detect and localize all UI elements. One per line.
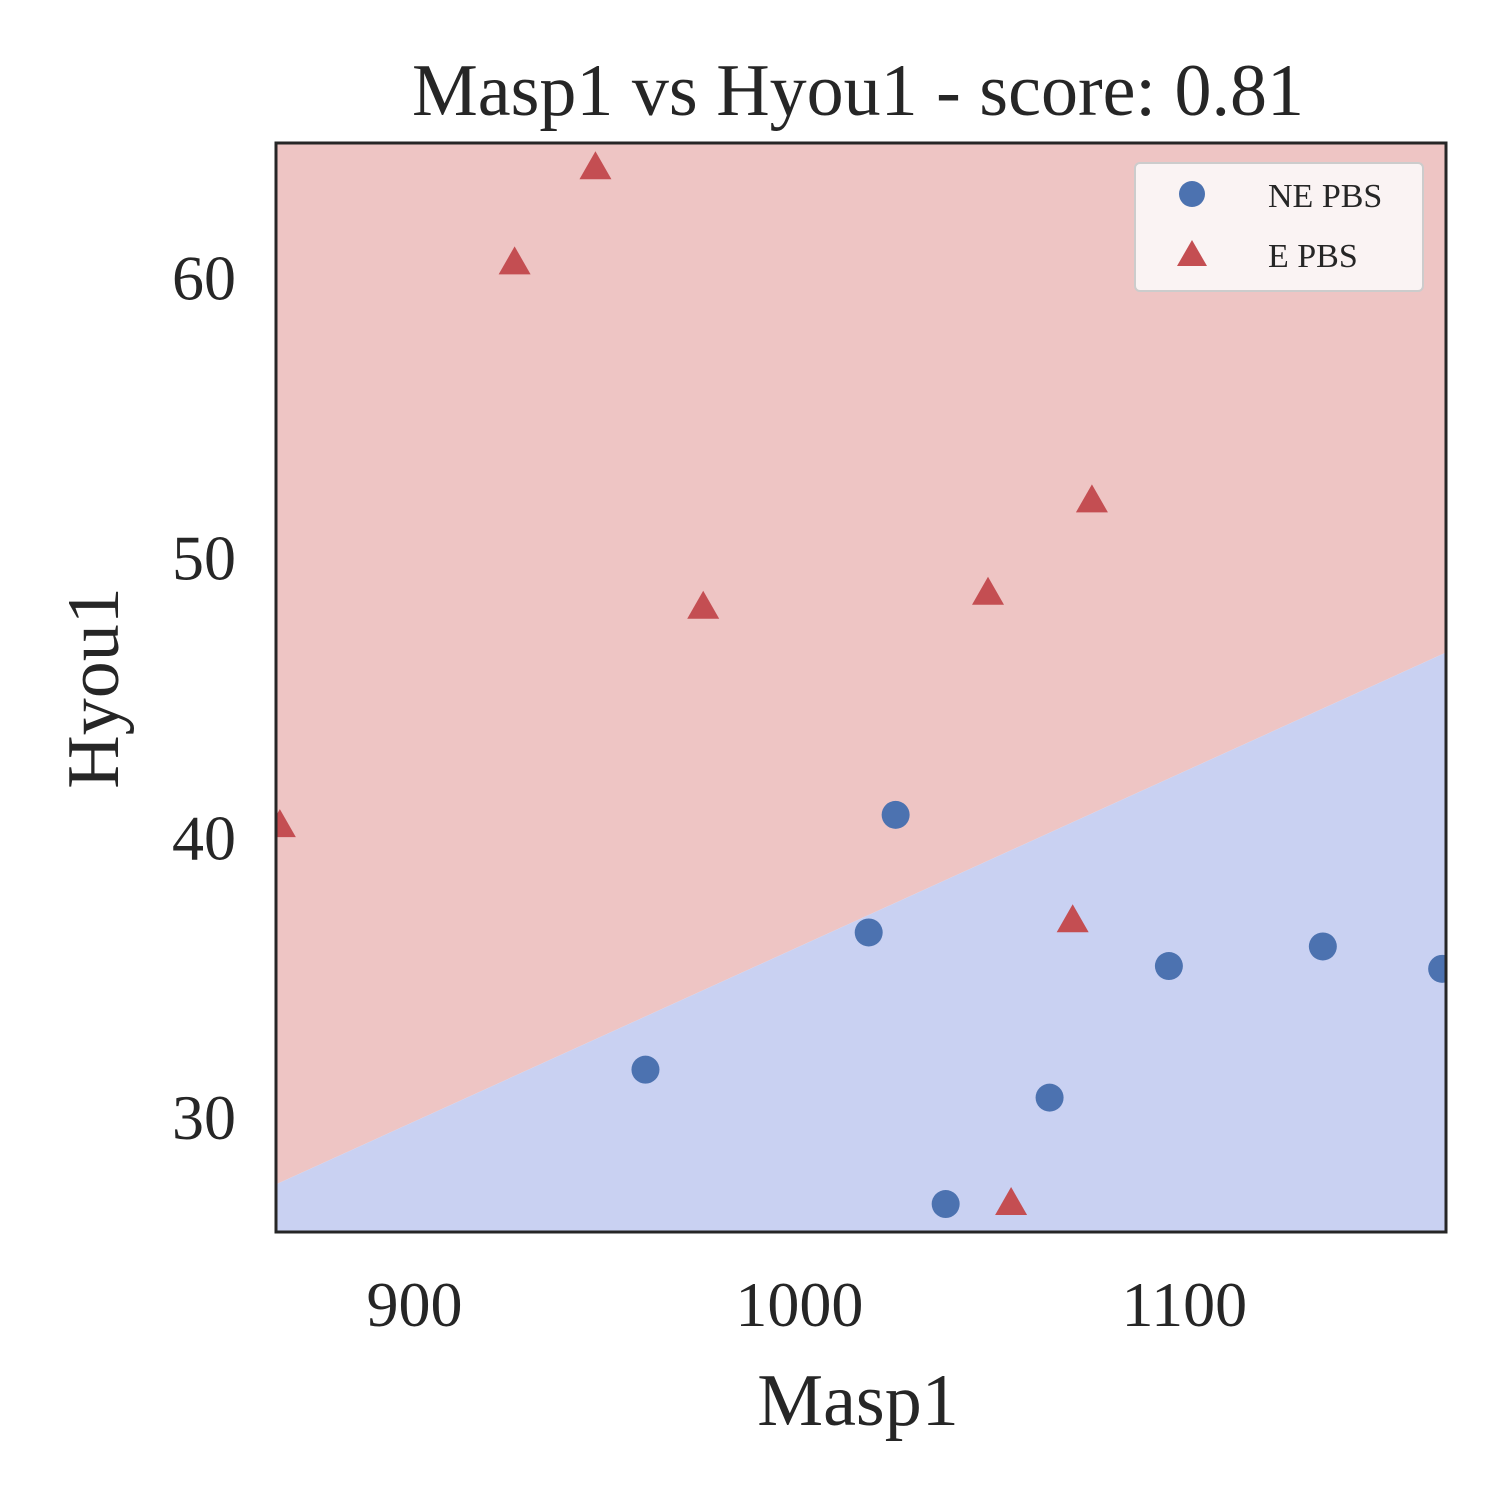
ne-pbs-point	[1428, 954, 1446, 983]
ne-pbs-point	[1308, 932, 1337, 961]
legend-box	[1134, 162, 1424, 292]
e-pbs-point	[687, 590, 720, 619]
legend-triangle-marker	[1177, 240, 1207, 266]
region-e-pbs	[276, 143, 1446, 1185]
legend-circle-marker	[1179, 181, 1205, 207]
e-pbs-point	[498, 246, 531, 275]
e-pbs-point	[579, 151, 612, 180]
ne-pbs-point	[1154, 952, 1183, 981]
e-pbs-point	[1075, 484, 1108, 513]
e-pbs-point	[1056, 904, 1089, 933]
ne-pbs-point	[631, 1055, 660, 1084]
x-tick-label: 900	[367, 1269, 463, 1340]
e-pbs-point	[972, 576, 1005, 605]
y-tick-label: 30	[172, 1082, 236, 1153]
legend-label-e-pbs: E PBS	[1268, 238, 1358, 275]
y-tick-label: 40	[172, 802, 236, 873]
ne-pbs-point	[854, 918, 883, 947]
y-tick-labels: 30 40 50 60	[172, 242, 236, 1153]
plot-area	[276, 143, 1446, 1232]
x-tick-label: 1000	[735, 1269, 863, 1340]
y-tick-label: 60	[172, 242, 236, 313]
data-points	[276, 151, 1446, 1219]
legend-label-ne-pbs: NE PBS	[1268, 178, 1382, 215]
y-tick-label: 50	[172, 522, 236, 593]
x-tick-labels: 900 1000 1100	[367, 1269, 1248, 1340]
chart-title: Masp1 vs Hyou1 - score: 0.81	[412, 50, 1304, 132]
x-tick-label: 1100	[1121, 1269, 1247, 1340]
x-axis-label: Masp1	[757, 1360, 958, 1442]
e-pbs-point	[995, 1187, 1028, 1216]
ne-pbs-point	[881, 800, 910, 829]
legend: NE PBS E PBS	[1134, 162, 1424, 292]
plot-frame	[274, 141, 1448, 1234]
ne-pbs-point	[1035, 1083, 1064, 1112]
e-pbs-point	[276, 809, 296, 838]
y-axis-label: Hyou1	[53, 587, 135, 788]
ne-pbs-point	[931, 1190, 960, 1219]
